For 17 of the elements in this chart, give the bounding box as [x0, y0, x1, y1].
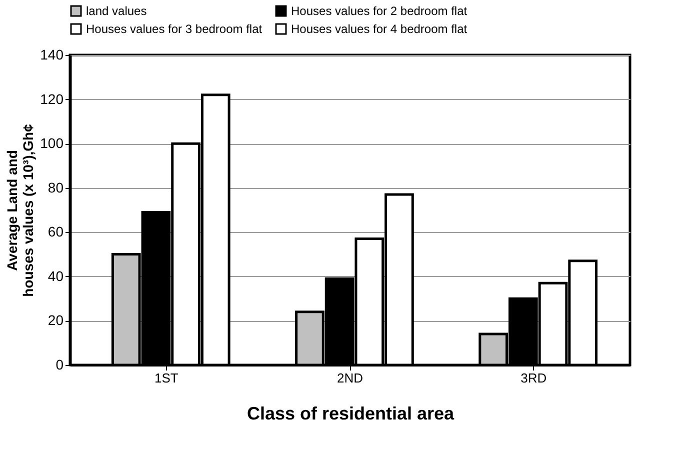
- legend-label: land values: [86, 4, 147, 18]
- legend-label: Houses values for 2 bedroom flat: [291, 4, 468, 18]
- y-tick-label: 140: [40, 46, 64, 62]
- y-tick-label: 60: [48, 224, 64, 240]
- x-tick-label: 2ND: [336, 370, 364, 386]
- y-tick-label: 40: [48, 268, 64, 284]
- x-tick-label: 3RD: [520, 370, 547, 386]
- y-tick-label: 100: [40, 135, 64, 152]
- y-tick-label: 0: [56, 356, 64, 372]
- y-tick-label: 120: [40, 90, 64, 107]
- legend-label: Houses values for 3 bedroom flat: [86, 22, 263, 36]
- x-axis-title: Class of residential area: [246, 404, 456, 424]
- legend-label: Houses values for 4 bedroom flat: [291, 22, 468, 36]
- y-tick-label: 80: [48, 179, 64, 196]
- y-tick-label: 20: [48, 312, 64, 328]
- x-tick-label: 1ST: [154, 370, 178, 386]
- y-axis-title: Average Land and houses values (x 10³),Gh¢: [4, 124, 36, 297]
